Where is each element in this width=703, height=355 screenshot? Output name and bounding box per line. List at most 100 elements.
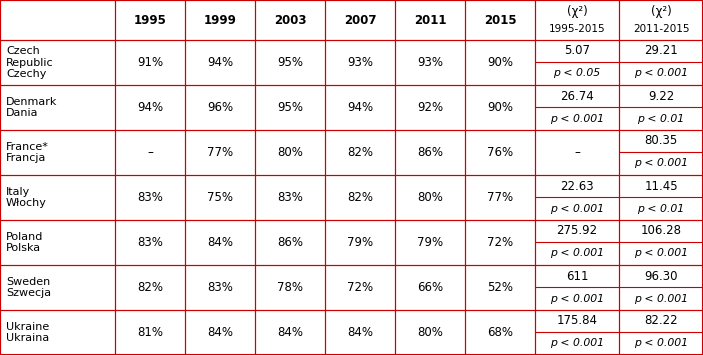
Text: 76%: 76% [487,146,513,159]
Bar [465,0,535,40]
Text: Denmark
Dania: Denmark Dania [6,97,58,118]
Bar [185,220,255,265]
Bar [115,85,185,130]
Bar [255,85,325,130]
Bar [185,40,255,85]
Bar [619,220,703,265]
Text: 93%: 93% [417,56,443,69]
Bar [0,130,115,175]
Text: Czech
Republic
Czechy: Czech Republic Czechy [6,46,53,79]
Text: 80%: 80% [417,326,443,339]
Text: 78%: 78% [277,281,303,294]
Text: 80.35: 80.35 [645,135,678,147]
Bar [465,130,535,175]
Text: p < 0.05: p < 0.05 [553,69,600,78]
Text: 83%: 83% [137,236,163,249]
Text: p < 0.001: p < 0.001 [634,294,688,304]
Bar [619,265,703,310]
Bar [325,220,395,265]
Bar [185,130,255,175]
Bar [0,310,115,355]
Text: 96.30: 96.30 [644,269,678,283]
Text: 86%: 86% [417,146,443,159]
Bar [185,0,255,40]
Text: Italy
Włochy: Italy Włochy [6,187,47,208]
Text: 5.07: 5.07 [564,44,590,58]
Text: 72%: 72% [487,236,513,249]
Text: 90%: 90% [487,56,513,69]
Bar [619,130,703,175]
Text: 2003: 2003 [273,13,307,27]
Bar [535,85,619,130]
Text: 95%: 95% [277,101,303,114]
Text: –: – [574,146,580,159]
Bar [255,130,325,175]
Bar [115,220,185,265]
Bar [395,265,465,310]
Bar [325,175,395,220]
Text: 84%: 84% [207,326,233,339]
Bar [535,40,619,85]
Bar [0,175,115,220]
Bar [255,220,325,265]
Bar [535,310,619,355]
Text: 2007: 2007 [344,13,376,27]
Text: 82%: 82% [347,146,373,159]
Bar [619,85,703,130]
Bar [115,265,185,310]
Bar [395,130,465,175]
Text: 80%: 80% [277,146,303,159]
Bar [465,40,535,85]
Bar [115,40,185,85]
Text: France*
Francja: France* Francja [6,142,49,163]
Text: 93%: 93% [347,56,373,69]
Text: 84%: 84% [207,236,233,249]
Bar [185,175,255,220]
Bar [465,220,535,265]
Text: 79%: 79% [417,236,443,249]
Text: 1995-2015: 1995-2015 [548,24,605,34]
Bar [465,310,535,355]
Bar [465,85,535,130]
Bar [465,265,535,310]
Text: p < 0.001: p < 0.001 [550,294,604,304]
Text: p < 0.001: p < 0.001 [550,203,604,213]
Text: 75%: 75% [207,191,233,204]
Text: 96%: 96% [207,101,233,114]
Bar [0,85,115,130]
Text: (χ²): (χ²) [650,5,671,18]
Bar [325,85,395,130]
Text: 11.45: 11.45 [644,180,678,192]
Text: 95%: 95% [277,56,303,69]
Bar [535,0,619,40]
Text: Sweden
Szwecja: Sweden Szwecja [6,277,51,298]
Text: 2011-2015: 2011-2015 [633,24,689,34]
Bar [0,0,115,40]
Text: 275.92: 275.92 [557,224,598,237]
Bar [535,220,619,265]
Bar [535,130,619,175]
Text: 79%: 79% [347,236,373,249]
Bar [395,40,465,85]
Bar [535,175,619,220]
Bar [185,265,255,310]
Bar [395,175,465,220]
Text: 83%: 83% [137,191,163,204]
Bar [395,0,465,40]
Text: 83%: 83% [207,281,233,294]
Text: Poland
Polska: Poland Polska [6,232,44,253]
Text: 81%: 81% [137,326,163,339]
Text: 52%: 52% [487,281,513,294]
Text: 86%: 86% [277,236,303,249]
Text: 68%: 68% [487,326,513,339]
Text: 84%: 84% [347,326,373,339]
Text: 83%: 83% [277,191,303,204]
Text: 84%: 84% [277,326,303,339]
Text: 94%: 94% [207,56,233,69]
Bar [0,265,115,310]
Text: 72%: 72% [347,281,373,294]
Text: p < 0.001: p < 0.001 [634,158,688,169]
Bar [255,310,325,355]
Text: 77%: 77% [207,146,233,159]
Text: p < 0.001: p < 0.001 [634,339,688,349]
